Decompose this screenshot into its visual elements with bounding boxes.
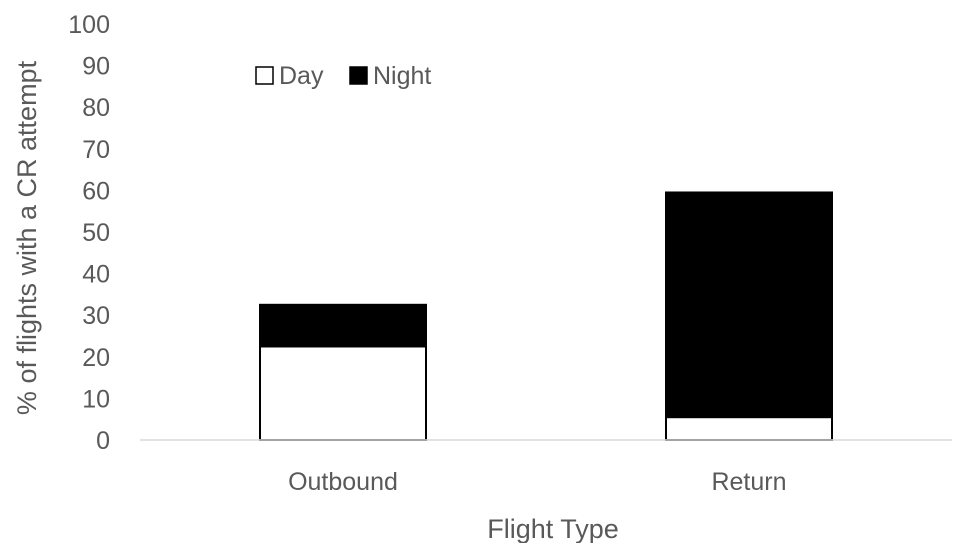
y-tick-label: 100 [68, 11, 110, 39]
bars [259, 191, 833, 441]
y-tick-label: 40 [82, 261, 110, 289]
y-tick-label: 80 [82, 94, 110, 122]
x-tick-label: Outbound [288, 468, 398, 496]
bar-night-outbound [259, 303, 427, 348]
y-tick-label: 0 [96, 427, 110, 455]
legend: Day Night [255, 62, 431, 90]
y-axis-ticks: 0 10 20 30 40 50 60 70 80 90 100 [68, 11, 110, 455]
legend-label-night: Night [373, 62, 431, 90]
y-tick-label: 60 [82, 177, 110, 205]
y-tick-label: 30 [82, 302, 110, 330]
x-axis-ticks: Outbound Return [288, 468, 786, 496]
legend-label-day: Day [279, 62, 324, 90]
y-tick-label: 10 [82, 385, 110, 413]
x-axis-title: Flight Type [487, 514, 619, 543]
y-tick-label: 20 [82, 344, 110, 372]
bar-night-return [665, 191, 833, 419]
y-tick-label: 50 [82, 219, 110, 247]
legend-swatch-day [255, 66, 274, 85]
y-tick-label: 90 [82, 53, 110, 81]
y-axis-title: % of flights with a CR attempt [12, 60, 42, 415]
legend-swatch-night [349, 66, 368, 85]
x-tick-label: Return [711, 468, 786, 496]
y-tick-label: 70 [82, 136, 110, 164]
bar-day-outbound [259, 345, 427, 441]
bar-day-return [665, 416, 833, 441]
